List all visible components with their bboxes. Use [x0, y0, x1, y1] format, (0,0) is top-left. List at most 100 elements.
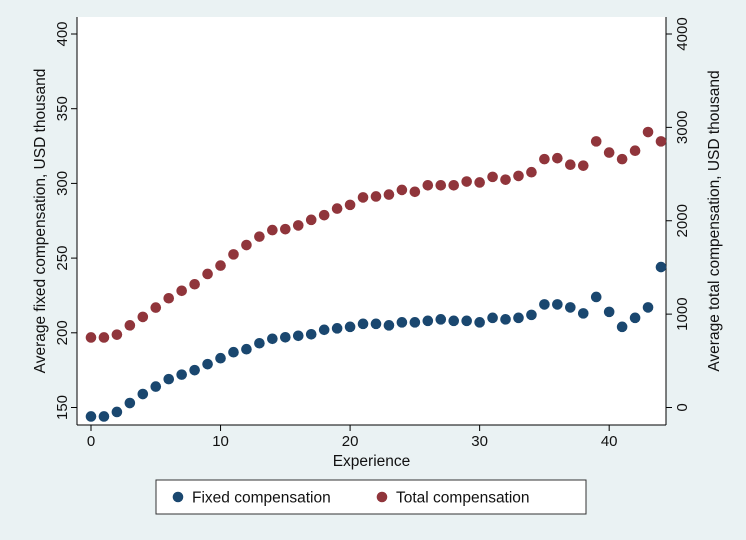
data-point-fixed	[228, 346, 239, 358]
data-point-total	[137, 311, 149, 323]
data-point-total	[629, 145, 641, 157]
data-point-total	[344, 199, 356, 211]
data-marks	[85, 126, 667, 422]
axes: 0 10 20 30 401502002503003504000100020003000…	[54, 17, 691, 450]
data-point-total	[124, 320, 136, 331]
data-point-total	[487, 171, 498, 183]
data-point-fixed	[603, 306, 615, 318]
data-point-total	[448, 179, 460, 191]
data-point-fixed	[409, 317, 421, 328]
data-point-fixed	[435, 314, 447, 325]
x-axis-label: Experience	[333, 453, 411, 470]
right-y-tick-label: 2000	[674, 204, 691, 237]
data-point-total	[603, 147, 615, 158]
data-point-total	[150, 302, 162, 313]
left-y-tick-label: 250	[54, 246, 71, 271]
data-point-fixed	[267, 333, 278, 345]
data-point-total	[577, 160, 589, 171]
x-tick-label: 30	[471, 433, 488, 450]
x-tick-label: 40	[601, 433, 618, 450]
right-y-tick-label: 0	[674, 403, 691, 411]
data-point-fixed	[331, 323, 343, 334]
legend: Fixed compensation Total compensation	[155, 479, 587, 515]
data-point-total	[383, 189, 395, 200]
data-point-fixed	[176, 369, 187, 380]
data-point-total	[539, 153, 550, 165]
left-y-tick-label: 400	[54, 21, 71, 46]
data-point-fixed	[487, 312, 498, 324]
data-point-fixed	[629, 312, 641, 324]
data-point-total	[500, 174, 511, 185]
data-point-total	[590, 136, 602, 147]
data-point-total	[565, 159, 576, 171]
right-y-tick-label: 1000	[674, 297, 691, 330]
data-point-total	[254, 231, 265, 242]
data-point-total	[85, 332, 97, 343]
data-point-total	[215, 260, 226, 271]
data-point-fixed	[565, 302, 576, 313]
data-point-fixed	[98, 411, 110, 422]
data-point-total	[396, 184, 408, 196]
x-tick-label: 20	[342, 433, 359, 450]
data-point-fixed	[318, 324, 330, 336]
data-point-total	[241, 239, 252, 251]
data-point-total	[176, 285, 187, 297]
data-point-fixed	[616, 321, 628, 333]
data-point-fixed	[474, 317, 485, 328]
data-point-fixed	[448, 315, 460, 327]
data-point-total	[98, 332, 110, 343]
legend-marker-fixed	[172, 491, 184, 503]
data-point-fixed	[280, 331, 291, 343]
data-point-fixed	[655, 261, 667, 273]
data-point-fixed	[370, 318, 382, 330]
data-point-fixed	[150, 381, 162, 392]
data-point-total	[655, 136, 667, 147]
right-y-tick-label: 4000	[674, 17, 691, 50]
data-point-total	[370, 191, 382, 202]
right-y-axis-label: Average total compensation, USD thousand	[706, 70, 723, 371]
data-point-fixed	[513, 312, 524, 324]
data-point-fixed	[642, 302, 654, 313]
data-point-fixed	[383, 320, 395, 331]
data-point-total	[280, 223, 291, 235]
data-point-fixed	[526, 309, 537, 321]
right-y-tick-label: 3000	[674, 111, 691, 144]
data-point-total	[202, 268, 213, 280]
data-point-fixed	[111, 406, 123, 418]
data-point-fixed	[254, 337, 265, 349]
data-point-total	[552, 152, 563, 164]
left-y-tick-label: 350	[54, 96, 71, 121]
data-point-fixed	[539, 299, 550, 310]
data-point-fixed	[422, 315, 434, 327]
data-point-total	[513, 170, 524, 182]
data-point-fixed	[163, 373, 175, 385]
data-point-fixed	[396, 317, 408, 328]
data-point-fixed	[461, 315, 472, 327]
legend-marker-total	[376, 491, 388, 503]
data-point-total	[163, 292, 175, 304]
data-point-total	[422, 179, 434, 191]
data-point-total	[267, 224, 278, 236]
data-point-fixed	[590, 291, 602, 303]
left-y-tick-label: 300	[54, 171, 71, 196]
legend-label-total: Total compensation	[396, 490, 530, 507]
data-point-fixed	[124, 397, 136, 409]
data-point-total	[305, 214, 317, 226]
data-point-total	[318, 209, 330, 221]
data-point-fixed	[189, 364, 200, 376]
data-point-fixed	[305, 328, 317, 340]
series-total	[85, 126, 667, 343]
data-point-total	[616, 153, 628, 165]
data-point-fixed	[202, 358, 213, 370]
left-y-tick-label: 150	[54, 395, 71, 420]
data-point-total	[474, 177, 485, 188]
legend-box	[155, 479, 587, 515]
data-point-fixed	[500, 314, 511, 325]
data-point-total	[189, 278, 200, 290]
data-point-fixed	[344, 321, 356, 333]
legend-label-fixed: Fixed compensation	[192, 490, 331, 507]
data-point-total	[357, 192, 369, 203]
data-point-total	[331, 203, 343, 214]
left-y-axis-label: Average fixed compensation, USD thousand	[32, 69, 49, 374]
